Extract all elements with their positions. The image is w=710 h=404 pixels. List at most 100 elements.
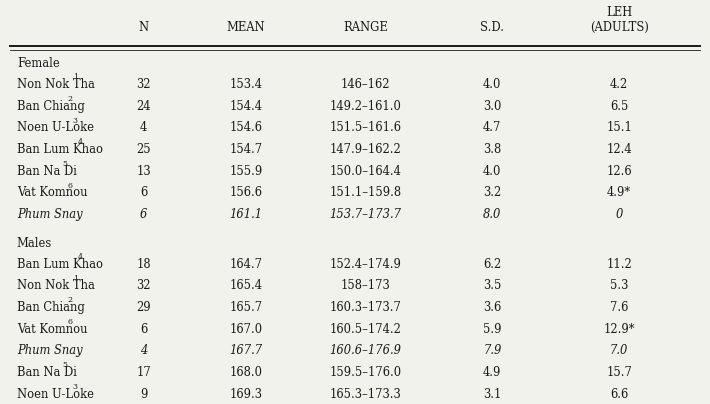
Text: Ban Lum Khao: Ban Lum Khao	[17, 258, 103, 271]
Text: LEH: LEH	[606, 6, 633, 19]
Text: Phum Snay: Phum Snay	[17, 208, 82, 221]
Text: Vat Komnou: Vat Komnou	[17, 186, 87, 199]
Text: 8.0: 8.0	[484, 208, 501, 221]
Text: 6: 6	[67, 318, 72, 326]
Text: 146–162: 146–162	[341, 78, 391, 91]
Text: 151.1–159.8: 151.1–159.8	[329, 186, 402, 199]
Text: 164.7: 164.7	[229, 258, 262, 271]
Text: 3: 3	[72, 117, 77, 125]
Text: MEAN: MEAN	[226, 21, 265, 34]
Text: 11.2: 11.2	[606, 258, 632, 271]
Text: 6: 6	[67, 182, 72, 189]
Text: 4.9: 4.9	[484, 366, 501, 379]
Text: 165.3–173.3: 165.3–173.3	[329, 388, 401, 401]
Text: 160.6–176.9: 160.6–176.9	[329, 344, 402, 358]
Text: 4.2: 4.2	[610, 78, 628, 91]
Text: 5: 5	[62, 362, 67, 369]
Text: 5.9: 5.9	[483, 323, 502, 336]
Text: 6.6: 6.6	[610, 388, 628, 401]
Text: 161.1: 161.1	[229, 208, 263, 221]
Text: Males: Males	[17, 237, 52, 250]
Text: 12.6: 12.6	[606, 164, 632, 177]
Text: RANGE: RANGE	[343, 21, 388, 34]
Text: Noen U-Loke: Noen U-Loke	[17, 388, 94, 401]
Text: Non Nok Tha: Non Nok Tha	[17, 280, 94, 292]
Text: 29: 29	[136, 301, 151, 314]
Text: 154.6: 154.6	[229, 121, 262, 134]
Text: 160.3–173.7: 160.3–173.7	[329, 301, 401, 314]
Text: 4: 4	[140, 344, 148, 358]
Text: 154.4: 154.4	[229, 99, 262, 113]
Text: 154.7: 154.7	[229, 143, 263, 156]
Text: 7.6: 7.6	[610, 301, 628, 314]
Text: 3.5: 3.5	[484, 280, 501, 292]
Text: 9: 9	[140, 388, 148, 401]
Text: 6.2: 6.2	[484, 258, 501, 271]
Text: 3.6: 3.6	[484, 301, 501, 314]
Text: 7.9: 7.9	[484, 344, 501, 358]
Text: 12.9*: 12.9*	[604, 323, 635, 336]
Text: 17: 17	[136, 366, 151, 379]
Text: Ban Na Di: Ban Na Di	[17, 164, 77, 177]
Text: 165.7: 165.7	[229, 301, 263, 314]
Text: Phum Snay: Phum Snay	[17, 344, 82, 358]
Text: 158–173: 158–173	[341, 280, 391, 292]
Text: 3: 3	[72, 383, 77, 391]
Text: 1: 1	[72, 74, 78, 81]
Text: 6: 6	[140, 186, 147, 199]
Text: 13: 13	[136, 164, 151, 177]
Text: 5.3: 5.3	[610, 280, 628, 292]
Text: 5: 5	[62, 160, 67, 168]
Text: 156.6: 156.6	[229, 186, 262, 199]
Text: Ban Chiang: Ban Chiang	[17, 99, 84, 113]
Text: 4.7: 4.7	[484, 121, 501, 134]
Text: 18: 18	[136, 258, 151, 271]
Text: 1: 1	[72, 275, 78, 283]
Text: 3.1: 3.1	[484, 388, 501, 401]
Text: 151.5–161.6: 151.5–161.6	[329, 121, 402, 134]
Text: 160.5–174.2: 160.5–174.2	[329, 323, 401, 336]
Text: 155.9: 155.9	[229, 164, 263, 177]
Text: 32: 32	[136, 280, 151, 292]
Text: 169.3: 169.3	[229, 388, 262, 401]
Text: 24: 24	[136, 99, 151, 113]
Text: 15.7: 15.7	[606, 366, 632, 379]
Text: 12.4: 12.4	[606, 143, 632, 156]
Text: 6.5: 6.5	[610, 99, 628, 113]
Text: Non Nok Tha: Non Nok Tha	[17, 78, 94, 91]
Text: 167.7: 167.7	[229, 344, 263, 358]
Text: 4.0: 4.0	[484, 164, 501, 177]
Text: Ban Chiang: Ban Chiang	[17, 301, 84, 314]
Text: 159.5–176.0: 159.5–176.0	[329, 366, 402, 379]
Text: Female: Female	[17, 57, 60, 70]
Text: 0: 0	[616, 208, 623, 221]
Text: 4: 4	[77, 253, 83, 261]
Text: 165.4: 165.4	[229, 280, 262, 292]
Text: S.D.: S.D.	[481, 21, 504, 34]
Text: 168.0: 168.0	[229, 366, 262, 379]
Text: 25: 25	[136, 143, 151, 156]
Text: 3.8: 3.8	[484, 143, 501, 156]
Text: (ADULTS): (ADULTS)	[590, 21, 649, 34]
Text: 2: 2	[67, 297, 72, 305]
Text: 15.1: 15.1	[606, 121, 632, 134]
Text: 4.9*: 4.9*	[607, 186, 631, 199]
Text: 153.4: 153.4	[229, 78, 262, 91]
Text: 32: 32	[136, 78, 151, 91]
Text: Vat Komnou: Vat Komnou	[17, 323, 87, 336]
Text: 7.0: 7.0	[610, 344, 628, 358]
Text: 150.0–164.4: 150.0–164.4	[329, 164, 401, 177]
Text: 153.7–173.7: 153.7–173.7	[329, 208, 402, 221]
Text: 6: 6	[140, 323, 147, 336]
Text: 2: 2	[67, 95, 72, 103]
Text: 147.9–162.2: 147.9–162.2	[329, 143, 401, 156]
Text: Noen U-Loke: Noen U-Loke	[17, 121, 94, 134]
Text: 4: 4	[77, 138, 83, 146]
Text: 167.0: 167.0	[229, 323, 263, 336]
Text: 4.0: 4.0	[484, 78, 501, 91]
Text: 149.2–161.0: 149.2–161.0	[329, 99, 401, 113]
Text: 152.4–174.9: 152.4–174.9	[329, 258, 401, 271]
Text: Ban Lum Khao: Ban Lum Khao	[17, 143, 103, 156]
Text: 3.2: 3.2	[484, 186, 501, 199]
Text: Ban Na Di: Ban Na Di	[17, 366, 77, 379]
